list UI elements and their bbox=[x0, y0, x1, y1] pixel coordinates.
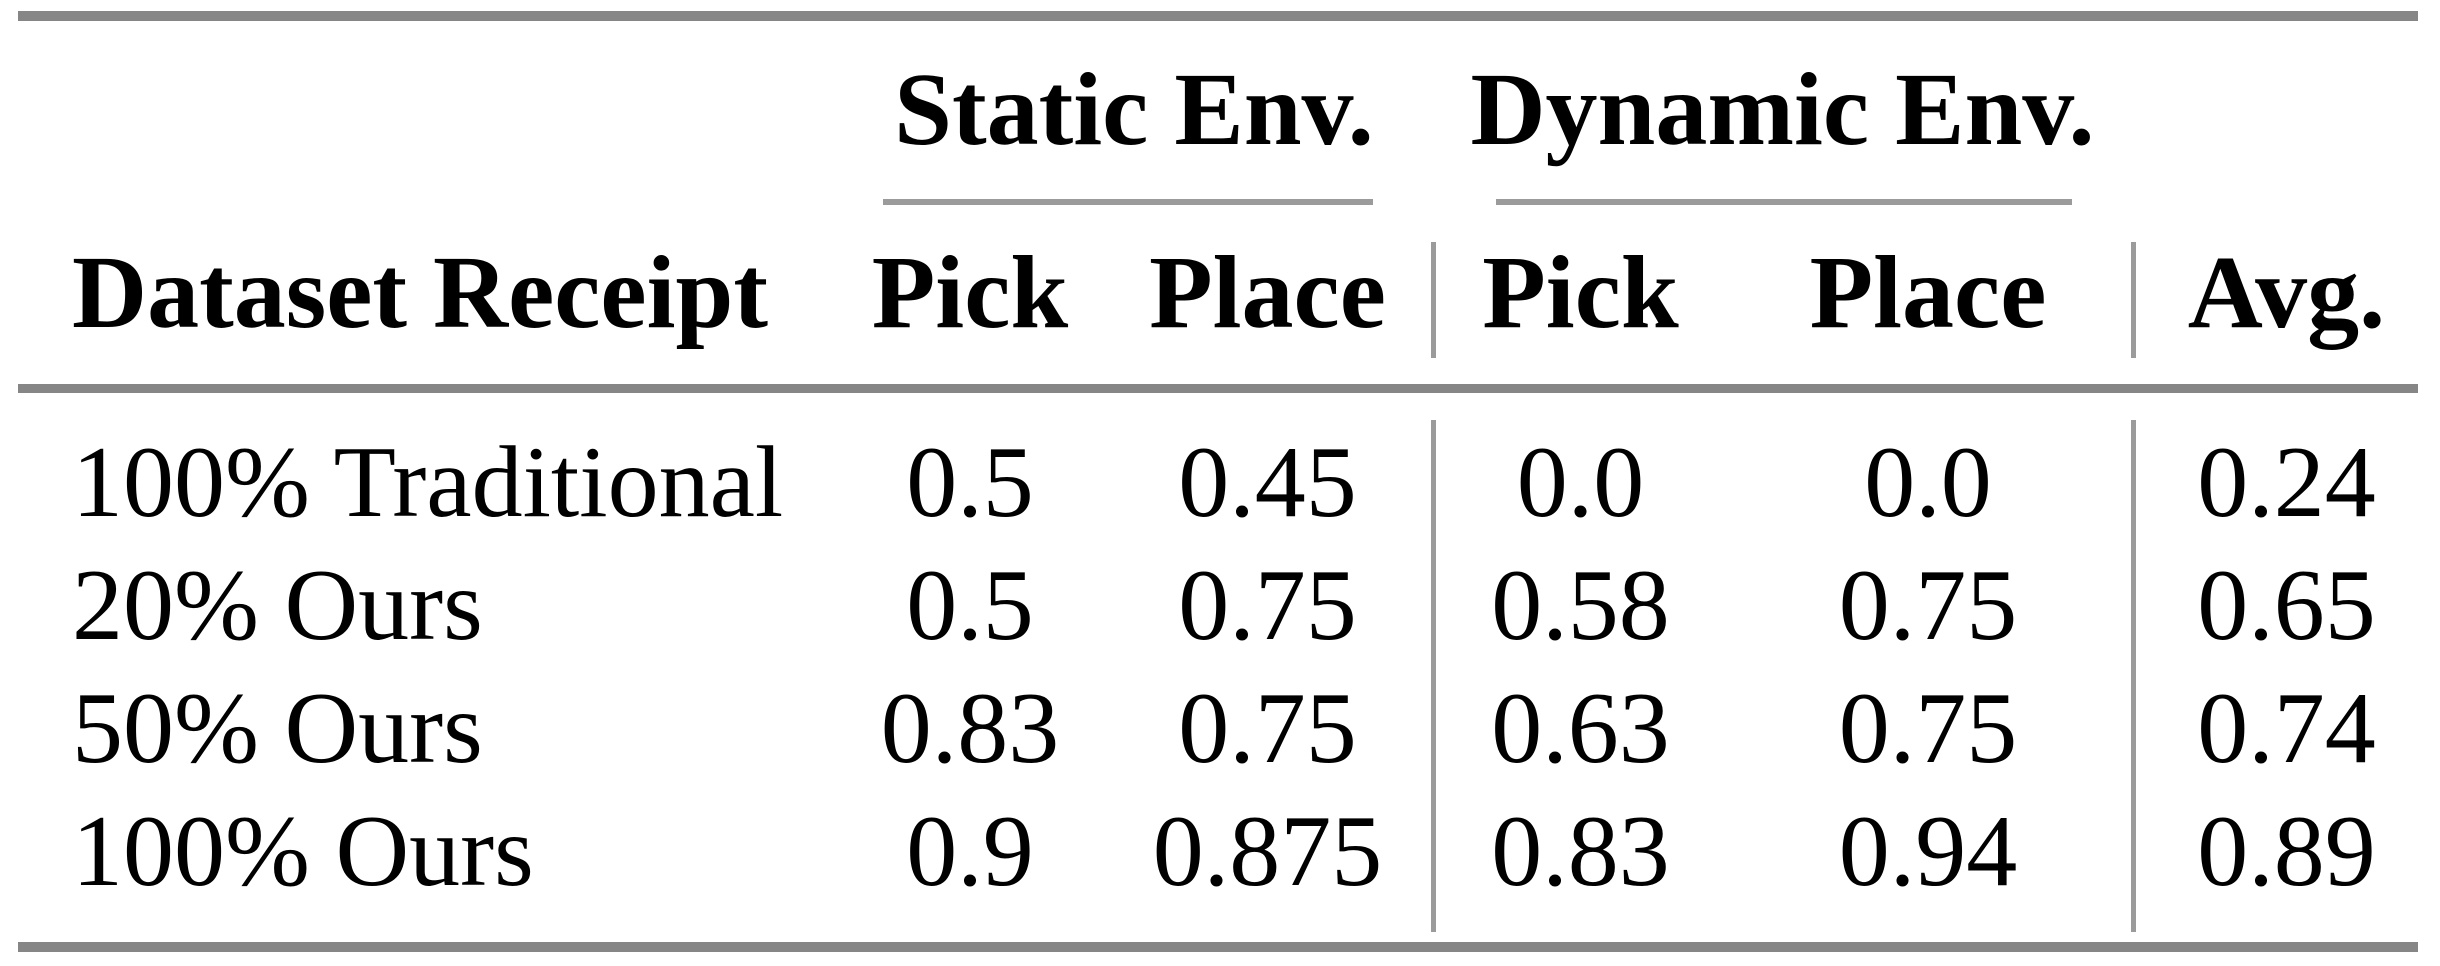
cell-dynamic-place: 0.94 bbox=[1838, 795, 2018, 908]
dynamic-env-cmidrule bbox=[1496, 199, 2072, 205]
cell-static-pick: 0.5 bbox=[906, 426, 1034, 539]
column-header-static-place: Place bbox=[1149, 235, 1386, 350]
cell-static-place: 0.75 bbox=[1178, 672, 1357, 785]
column-header-dynamic-pick: Pick bbox=[1482, 235, 1679, 350]
group-header-dynamic-env: Dynamic Env. bbox=[1470, 52, 2095, 167]
table-top-rule bbox=[18, 11, 2418, 21]
cell-dynamic-place: 0.0 bbox=[1864, 426, 1992, 539]
cell-dynamic-pick: 0.0 bbox=[1516, 426, 1645, 539]
cell-dynamic-place: 0.75 bbox=[1838, 549, 2018, 662]
static-env-cmidrule bbox=[883, 199, 1373, 205]
column-separator-static-dynamic-body bbox=[1431, 420, 1436, 932]
cell-static-place: 0.875 bbox=[1152, 795, 1383, 908]
column-header-dynamic-place: Place bbox=[1809, 235, 2047, 350]
cell-static-place: 0.75 bbox=[1178, 549, 1357, 662]
column-separator-static-dynamic-header bbox=[1431, 242, 1436, 358]
column-header-avg: Avg. bbox=[2187, 235, 2386, 350]
table-bottom-rule bbox=[18, 942, 2418, 952]
column-separator-avg-body bbox=[2131, 420, 2136, 932]
row-label: 100% Traditional bbox=[72, 426, 784, 539]
column-header-static-pick: Pick bbox=[871, 235, 1069, 350]
cell-avg: 0.65 bbox=[2197, 549, 2376, 662]
cell-avg: 0.74 bbox=[2197, 672, 2376, 785]
table-row: 100% Traditional 0.5 0.45 0.0 0.0 0.24 bbox=[0, 421, 2440, 544]
group-header-row: Static Env. Dynamic Env. bbox=[0, 45, 2440, 175]
group-header-static-env: Static Env. bbox=[894, 52, 1374, 167]
row-label: 20% Ours bbox=[72, 549, 483, 662]
column-separator-avg-header bbox=[2131, 242, 2136, 358]
cell-static-pick: 0.5 bbox=[906, 549, 1034, 662]
table-header-rule bbox=[18, 384, 2418, 393]
cell-dynamic-pick: 0.83 bbox=[1491, 795, 1670, 908]
table-row: 50% Ours 0.83 0.75 0.63 0.75 0.74 bbox=[0, 667, 2440, 790]
table-row: 100% Ours 0.9 0.875 0.83 0.94 0.89 bbox=[0, 790, 2440, 913]
column-header-dataset-receipt: Dataset Receipt bbox=[72, 235, 768, 350]
cell-static-pick: 0.83 bbox=[880, 672, 1060, 785]
cell-static-pick: 0.9 bbox=[906, 795, 1034, 908]
cell-dynamic-place: 0.75 bbox=[1838, 672, 2018, 785]
cell-avg: 0.89 bbox=[2197, 795, 2376, 908]
cell-dynamic-pick: 0.63 bbox=[1491, 672, 1670, 785]
table-row: 20% Ours 0.5 0.75 0.58 0.75 0.65 bbox=[0, 544, 2440, 667]
cell-dynamic-pick: 0.58 bbox=[1491, 549, 1670, 662]
row-label: 100% Ours bbox=[72, 795, 534, 908]
row-label: 50% Ours bbox=[72, 672, 483, 785]
cell-avg: 0.24 bbox=[2197, 426, 2376, 539]
column-header-row: Dataset Receipt Pick Place Pick Place Av… bbox=[0, 230, 2440, 356]
cell-static-place: 0.45 bbox=[1178, 426, 1357, 539]
